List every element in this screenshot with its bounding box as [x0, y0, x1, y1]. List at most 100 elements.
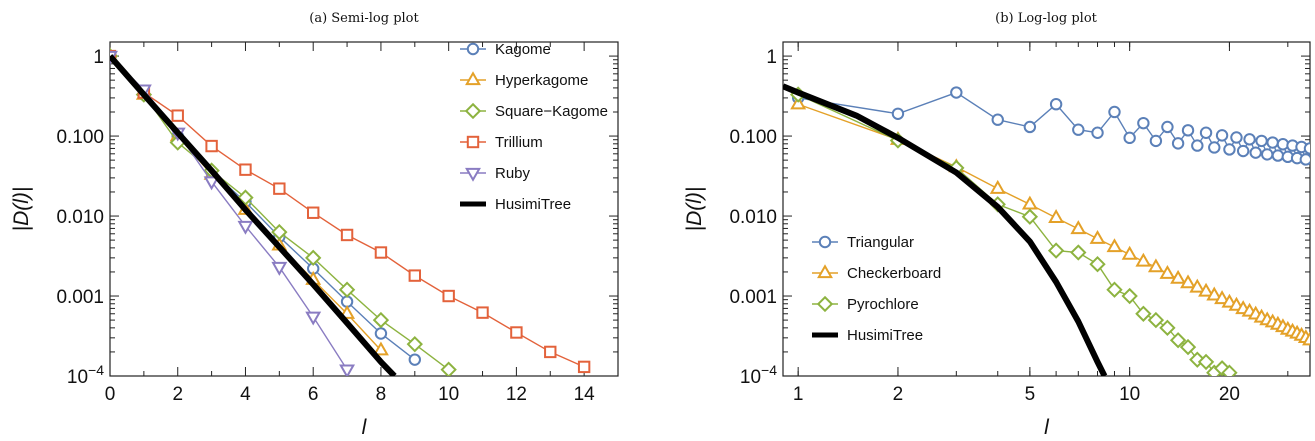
data-point: [1171, 137, 1185, 150]
series-line: [110, 55, 416, 361]
legend-label: Checkerboard: [847, 265, 941, 282]
data-point: [237, 189, 254, 206]
data-point: [1070, 244, 1087, 261]
legend-item: Square−Kagome: [460, 102, 608, 120]
data-point: [372, 341, 389, 356]
plot-frame: [109, 41, 619, 377]
data-point: [1197, 353, 1215, 371]
y-tick-label: 0.100: [729, 127, 777, 148]
data-point: [991, 113, 1004, 126]
data-point: [1135, 305, 1152, 322]
data-point: [1215, 129, 1229, 142]
legend-label: Ruby: [495, 165, 531, 182]
x-tick-label: 10: [438, 384, 459, 405]
legend-item: Triangular: [812, 234, 914, 251]
legend-item: HusimiTree: [812, 327, 923, 344]
series-pyrochlore: [789, 86, 1238, 376]
data-point: [1249, 146, 1262, 159]
data-point: [1121, 245, 1138, 260]
data-point: [1302, 331, 1310, 346]
data-point: [1072, 123, 1085, 136]
series-line: [110, 54, 397, 376]
legend-item: Pyrochlore: [812, 295, 919, 313]
y-tick-label: 10−4: [67, 362, 104, 388]
y-tick-label: 0.010: [56, 207, 104, 228]
data-point: [1048, 209, 1065, 223]
data-point: [307, 206, 320, 219]
log-log-chart: (b) Log-log plot 1 2 5 10 20 10−4 0.001 0.010 0.1…: [683, 11, 1311, 439]
legend-item: Hyperkagome: [460, 71, 588, 89]
legend: Triangular Checkerboard Pyrochlore HusimiTr…: [812, 234, 941, 344]
data-point: [1159, 264, 1176, 279]
data-point: [1236, 144, 1250, 158]
data-point: [544, 345, 557, 359]
legend-marker: [816, 295, 834, 313]
data-point: [1243, 133, 1256, 146]
data-point: [442, 289, 455, 303]
series-line: [783, 83, 1108, 376]
data-point: [1299, 153, 1310, 166]
chart-caption: (a) Semi-log plot: [309, 11, 419, 26]
legend-marker: [466, 42, 480, 56]
legend-item: Checkerboard: [812, 264, 941, 282]
data-point: [1021, 195, 1038, 210]
data-point: [1271, 149, 1285, 162]
data-point: [1137, 116, 1150, 130]
y-tick-label: 1: [766, 47, 777, 68]
x-tick-label: 12: [506, 384, 527, 405]
data-point: [1159, 319, 1176, 337]
data-point: [1091, 126, 1104, 139]
data-point: [237, 220, 254, 235]
data-point: [271, 223, 288, 241]
data-point: [1189, 278, 1206, 293]
data-point: [1089, 256, 1106, 273]
data-point: [1214, 290, 1231, 305]
y-tick-label: 1: [93, 47, 104, 68]
data-point: [273, 182, 286, 195]
data-point: [1169, 332, 1187, 349]
data-point: [1121, 287, 1138, 305]
legend-label: Square−Kagome: [495, 103, 608, 120]
data-point: [1047, 242, 1065, 259]
x-tick-label: 20: [1219, 384, 1240, 405]
data-point: [1123, 131, 1136, 145]
semi-log-chart: (a) Semi-log plot 0 2 4 6 8 10 12 14 10−4 0.001 0.0…: [10, 11, 619, 439]
data-point: [408, 269, 422, 282]
data-point: [1181, 124, 1195, 137]
data-point: [1206, 286, 1223, 301]
data-point: [1221, 364, 1238, 376]
data-point: [1147, 258, 1164, 273]
data-point: [989, 179, 1006, 194]
data-point: [1230, 131, 1243, 144]
data-point: [203, 176, 220, 191]
legend-item: HusimiTree: [460, 196, 571, 213]
data-point: [372, 311, 390, 329]
plot-frame: [782, 41, 1311, 377]
data-point: [340, 228, 354, 242]
data-point: [1223, 143, 1236, 156]
legend-marker: [466, 135, 480, 149]
x-tick-label: 2: [172, 384, 183, 405]
x-tick-label: 8: [376, 384, 387, 405]
data-point: [1089, 229, 1106, 244]
data-point: [1021, 208, 1039, 225]
data-point: [1198, 282, 1215, 297]
legend-label: Kagome: [495, 41, 551, 58]
data-point: [374, 327, 388, 340]
data-point: [305, 249, 322, 267]
data-point: [338, 281, 356, 298]
data-point: [1261, 148, 1274, 161]
data-point: [1070, 220, 1087, 235]
data-point: [1147, 311, 1165, 329]
y-tick-label: 0.100: [56, 127, 104, 148]
x-tick-label: 6: [308, 384, 319, 405]
y-tick-label: 0.001: [729, 287, 777, 308]
legend-label: Hyperkagome: [495, 72, 588, 89]
data-point: [374, 246, 388, 259]
y-axis-label: |D(l)|: [683, 187, 706, 232]
data-point: [1170, 269, 1187, 284]
data-point: [1255, 134, 1268, 148]
data-point: [1191, 139, 1204, 152]
data-point: [1179, 338, 1197, 356]
legend-item: Trillium: [460, 134, 543, 151]
